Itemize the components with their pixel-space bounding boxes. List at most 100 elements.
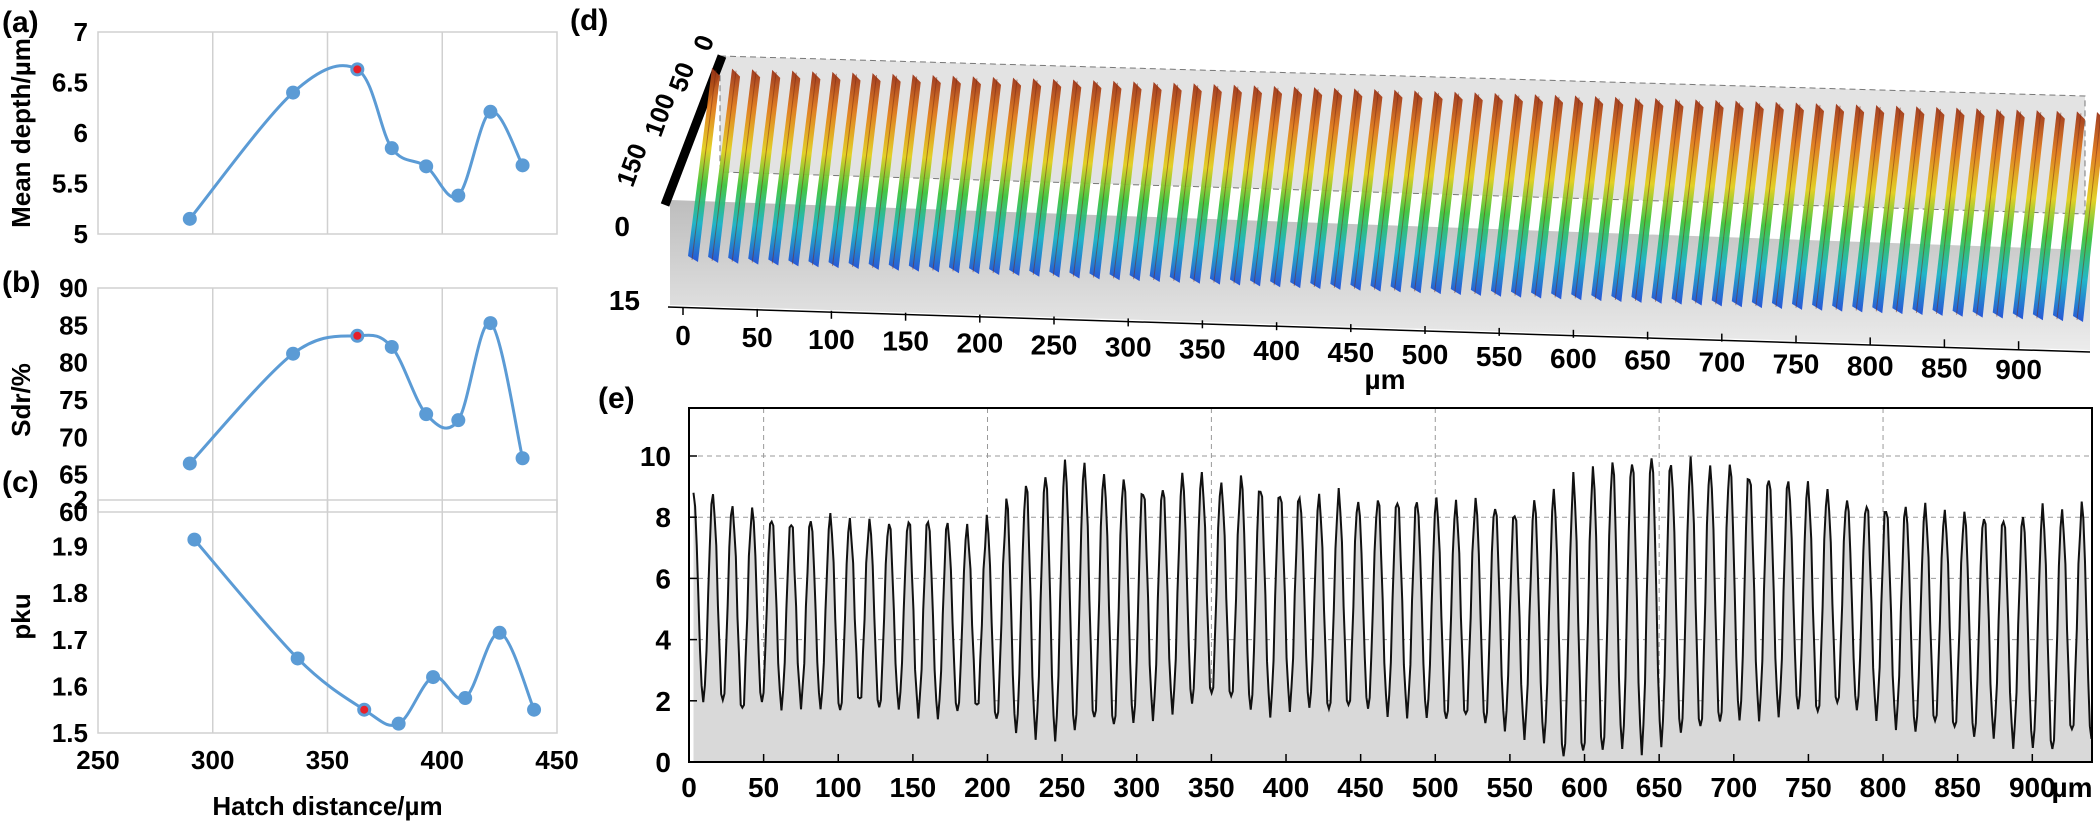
- ridge-edge: [972, 78, 998, 273]
- x-tick-label: 400: [1253, 335, 1300, 366]
- chart-c: 1.5 1.6 1.7 1.8 1.9 2 250 300 350 400 450 pku Hatch …: [6, 485, 579, 821]
- ridge-edge: [992, 79, 1018, 274]
- x-tick-label: 900: [1995, 354, 2042, 385]
- ridge-edge: [1875, 107, 1901, 312]
- y-axis-label: Mean depth/µm: [6, 38, 36, 228]
- x-tick-label: 850: [1921, 352, 1968, 383]
- ridge-edge: [1956, 110, 1982, 315]
- ridge-edge: [1996, 111, 2022, 317]
- ridge-edge: [811, 73, 837, 266]
- x-tick-label: 300: [191, 745, 234, 775]
- y-tick-label: 80: [59, 348, 88, 378]
- data-point: [458, 691, 473, 706]
- highlight-point: [360, 705, 369, 714]
- ridge-edge: [1755, 103, 1781, 307]
- ridge-edge: [852, 75, 878, 268]
- data-point: [483, 316, 498, 331]
- x-tick-label: 150: [890, 772, 937, 803]
- ridge-edge: [2056, 113, 2082, 320]
- x-tick-label: 650: [1624, 345, 1671, 376]
- data-point: [451, 188, 466, 203]
- ridge-edge: [1855, 106, 1881, 311]
- ridge-edge: [691, 69, 717, 261]
- y-tick-label: 6.5: [52, 68, 88, 98]
- ridge-edge: [1715, 102, 1741, 305]
- chart-b: 60 65 70 75 80 85 90 Sdr/%: [6, 273, 558, 527]
- series-line: [188, 321, 525, 465]
- x-tick-label: 450: [1337, 772, 1384, 803]
- x-tick-label: 750: [1773, 349, 1820, 380]
- ridge-edge: [1474, 94, 1500, 294]
- y-tick-label: 15: [609, 285, 640, 316]
- y-tick-label: 70: [59, 422, 88, 452]
- x-tick-label: 250: [1039, 772, 1086, 803]
- ridge-edge: [1614, 99, 1640, 301]
- y-tick-label: 4: [655, 625, 671, 656]
- x-axis-label: µm: [1364, 364, 1405, 395]
- panel-label-c: (c): [2, 466, 39, 499]
- data-point: [290, 651, 305, 666]
- ridge-edge: [2076, 118, 2100, 321]
- y-tick-label: 1.8: [52, 578, 88, 608]
- ridge-edge: [1353, 90, 1379, 289]
- ridge-edge: [1574, 97, 1600, 299]
- y-tick-label: 0: [655, 747, 671, 778]
- y-tick-label: 8: [655, 502, 671, 533]
- ridge-edge: [791, 73, 817, 265]
- data-point: [515, 451, 530, 466]
- data-point: [527, 702, 542, 717]
- ridge-edge: [832, 74, 858, 267]
- ridge-edge: [1735, 103, 1761, 306]
- ridge-edge: [1434, 93, 1460, 293]
- y-tick-label: 60: [59, 497, 88, 527]
- x-tick-label: 850: [1934, 772, 1981, 803]
- y-tick-label: 2: [655, 686, 671, 717]
- y-tick-label: 1.5: [52, 718, 88, 748]
- x-tick-label: 200: [956, 328, 1003, 359]
- x-tick-label: 600: [1561, 772, 1608, 803]
- ridge-edge: [952, 78, 978, 272]
- ridge-edge: [1414, 92, 1440, 292]
- x-axis-label: Hatch distance/µm: [212, 791, 442, 821]
- x-tick-label: 50: [748, 772, 779, 803]
- x-tick-label: 700: [1710, 772, 1757, 803]
- ridge-edge: [1514, 96, 1540, 296]
- y-tick-label: 90: [59, 273, 88, 303]
- data-point: [419, 159, 434, 174]
- x-tick-label: 500: [1412, 772, 1459, 803]
- ridge-edge: [731, 71, 757, 262]
- data-point: [391, 716, 406, 731]
- ridge-edge: [892, 76, 918, 269]
- x-tick-label: 0: [681, 772, 697, 803]
- ridge-edge: [1915, 108, 1941, 314]
- y-tick-label: 75: [59, 385, 88, 415]
- ridge-edge: [1273, 88, 1299, 286]
- x-tick-label: 800: [1847, 350, 1894, 381]
- ridge-edge: [1895, 108, 1921, 313]
- ridge-edge: [1253, 87, 1279, 285]
- ridge-edge: [2016, 112, 2042, 318]
- x-tick-label: 900: [2009, 772, 2056, 803]
- y-tick-label: 6: [74, 118, 88, 148]
- x-tick-label: 350: [306, 745, 349, 775]
- ridge-edge: [1935, 109, 1961, 314]
- y-tick-label: 2: [74, 485, 88, 515]
- x-axis-label: µm: [2051, 772, 2092, 803]
- highlight-point: [353, 65, 362, 74]
- ridge-edge: [771, 72, 797, 264]
- x-tick-label: 200: [964, 772, 1011, 803]
- y-axis-label: Sdr/%: [6, 363, 36, 437]
- x-tick-label: 550: [1487, 772, 1534, 803]
- chart-a: 5 5.5 6 6.5 7 Mean depth/µm: [6, 17, 558, 249]
- x-tick-label: 100: [808, 324, 855, 355]
- y-tick-label: 6: [655, 563, 671, 594]
- y-axis-label: pku: [6, 593, 36, 639]
- ridge-edge: [1313, 89, 1339, 288]
- ridge-edge: [1634, 99, 1660, 301]
- panel-label-e: (e): [598, 382, 635, 415]
- y-tick-label: 10: [640, 441, 671, 472]
- chart-d-surface: 0 50 100 150 200 250 300 350 400 450 500 550 600 650 7…: [609, 31, 2100, 395]
- data-point: [483, 104, 498, 119]
- ridge-edge: [1654, 100, 1680, 302]
